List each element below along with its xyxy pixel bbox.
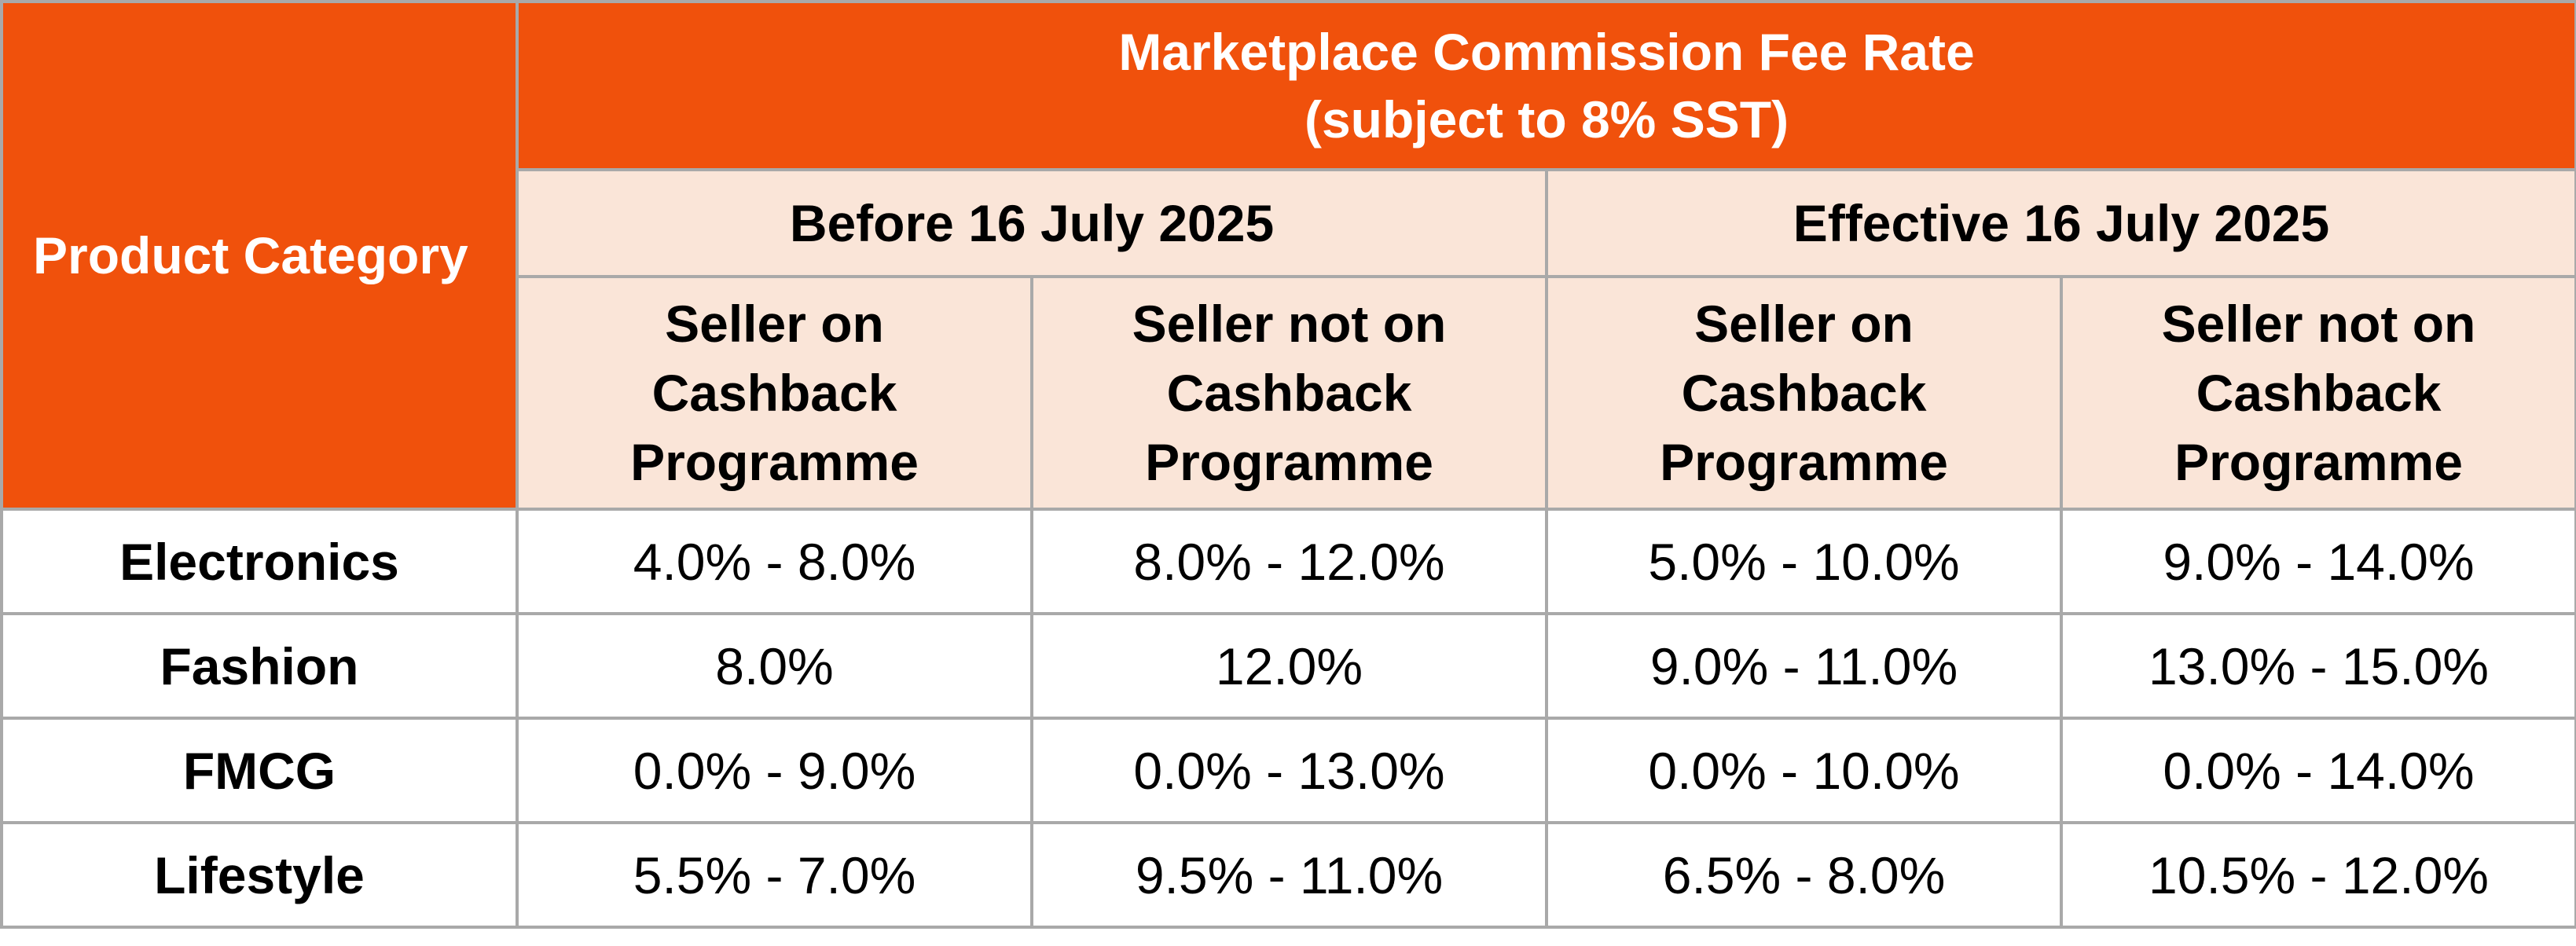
table-row-lifestyle: Lifestyle 5.5% - 7.0% 9.5% - 11.0% 6.5% …: [0, 821, 2576, 929]
subheader-effective-not-on-cashback: Seller not on Cashback Programme: [2059, 275, 2576, 511]
subheader-line: Seller on: [665, 295, 884, 353]
rate-cell: 6.5% - 8.0%: [1545, 821, 2063, 929]
table-title-line1: Marketplace Commission Fee Rate: [1118, 23, 1975, 81]
period-header-effective-label: Effective 16 July 2025: [1793, 194, 2330, 252]
rate-cell: 0.0% - 9.0%: [516, 717, 1033, 824]
rate-cell: 5.0% - 10.0%: [1545, 508, 2063, 615]
period-header-before-label: Before 16 July 2025: [789, 194, 1275, 252]
subheader-line: Programme: [2174, 433, 2463, 491]
product-category-header: Product Category: [0, 0, 519, 511]
category-cell: Electronics: [0, 508, 519, 615]
subheader-line: Programme: [1145, 433, 1433, 491]
rate-cell: 0.0% - 10.0%: [1545, 717, 2063, 824]
subheader-effective-on-cashback: Seller on Cashback Programme: [1545, 275, 2063, 511]
rate-cell: 10.5% - 12.0%: [2059, 821, 2576, 929]
subheader-line: Cashback: [2196, 364, 2442, 422]
period-header-before: Before 16 July 2025: [516, 168, 1548, 278]
subheader-line: Cashback: [651, 364, 897, 422]
rate-cell: 5.5% - 7.0%: [516, 821, 1033, 929]
table-row-electronics: Electronics 4.0% - 8.0% 8.0% - 12.0% 5.0…: [0, 508, 2576, 615]
rate-cell: 9.0% - 14.0%: [2059, 508, 2576, 615]
period-header-effective: Effective 16 July 2025: [1544, 168, 2576, 278]
rate-cell: 0.0% - 13.0%: [1030, 717, 1548, 824]
category-cell: FMCG: [0, 717, 519, 824]
category-cell: Fashion: [0, 612, 519, 720]
category-cell: Lifestyle: [0, 821, 519, 929]
table-row-fmcg: FMCG 0.0% - 9.0% 0.0% - 13.0% 0.0% - 10.…: [0, 717, 2576, 824]
subheader-line: Programme: [1660, 433, 1948, 491]
subheader-line: Cashback: [1166, 364, 1412, 422]
table-row-fashion: Fashion 8.0% 12.0% 9.0% - 11.0% 13.0% - …: [0, 612, 2576, 720]
rate-cell: 8.0% - 12.0%: [1030, 508, 1548, 615]
rate-cell: 13.0% - 15.0%: [2059, 612, 2576, 720]
subheader-line: Seller not on: [1132, 295, 1447, 353]
product-category-header-label: Product Category: [33, 226, 468, 284]
rate-cell: 8.0%: [516, 612, 1033, 720]
subheader-line: Programme: [630, 433, 919, 491]
table-title: Marketplace Commission Fee Rate (subject…: [515, 0, 2576, 171]
subheader-before-on-cashback: Seller on Cashback Programme: [516, 275, 1033, 511]
rate-cell: 9.0% - 11.0%: [1545, 612, 2063, 720]
subheader-line: Seller not on: [2161, 295, 2476, 353]
rate-cell: 4.0% - 8.0%: [516, 508, 1033, 615]
rate-cell: 12.0%: [1030, 612, 1548, 720]
rate-cell: 0.0% - 14.0%: [2059, 717, 2576, 824]
subheader-line: Seller on: [1694, 295, 1914, 353]
subheader-before-not-on-cashback: Seller not on Cashback Programme: [1030, 275, 1548, 511]
rate-cell: 9.5% - 11.0%: [1030, 821, 1548, 929]
subheader-line: Cashback: [1681, 364, 1927, 422]
table-title-line2: (subject to 8% SST): [1304, 90, 1789, 148]
